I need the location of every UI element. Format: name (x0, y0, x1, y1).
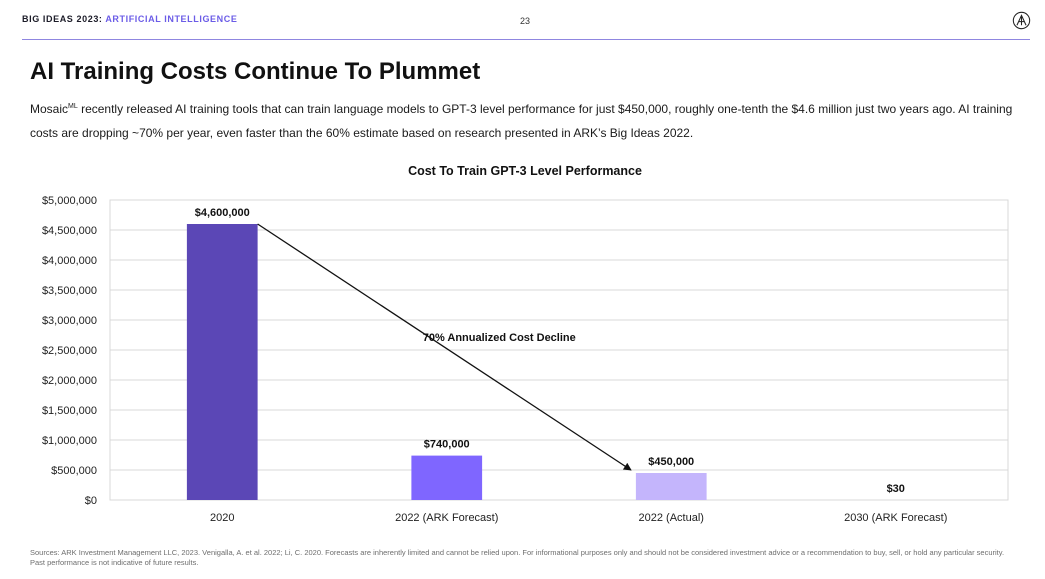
page-number: 23 (520, 16, 531, 26)
header-breadcrumb: BIG IDEAS 2023: ARTIFICIAL INTELLIGENCE (22, 14, 237, 24)
bar (186, 224, 258, 500)
header-section: ARTIFICIAL INTELLIGENCE (105, 14, 238, 24)
y-tick-label: $2,000,000 (42, 375, 97, 387)
y-tick-label: $3,500,000 (42, 285, 97, 297)
data-label: $30 (887, 483, 905, 495)
description-prefix: Mosaic (30, 102, 69, 116)
y-tick-label: $4,000,000 (42, 255, 97, 267)
page-title: AI Training Costs Continue To Plummet (30, 58, 481, 85)
x-tick-label: 2022 (ARK Forecast) (395, 512, 498, 524)
y-tick-label: $4,500,000 (42, 225, 97, 237)
chart-title: Cost To Train GPT-3 Level Performance (408, 164, 642, 178)
y-tick-label: $1,500,000 (42, 405, 97, 417)
decline-arrow (257, 223, 632, 471)
data-label: $4,600,000 (195, 207, 250, 219)
header-brand: BIG IDEAS 2023: (22, 14, 103, 24)
description-body: recently released AI training tools that… (30, 102, 1013, 140)
annotation-text: 70% Annualized Cost Decline (423, 332, 576, 344)
x-tick-label: 2030 (ARK Forecast) (844, 512, 947, 524)
cost-chart: Cost To Train GPT-3 Level Performance $0… (42, 164, 1009, 524)
data-label: $450,000 (648, 456, 694, 468)
y-tick-label: $3,000,000 (42, 315, 97, 327)
bar (411, 455, 483, 500)
y-tick-label: $1,000,000 (42, 435, 97, 447)
x-tick-label: 2020 (210, 512, 234, 524)
plot-area: $0 $500,000 $1,000,000 $1,500,000 $2,000,000… (42, 195, 1009, 524)
x-tick-label: 2022 (Actual) (639, 512, 704, 524)
y-tick-label: $500,000 (51, 465, 97, 477)
page-header: BIG IDEAS 2023: ARTIFICIAL INTELLIGENCE … (22, 11, 1031, 40)
y-tick-label: $0 (85, 495, 97, 507)
bar (635, 473, 707, 500)
sources-footnote: Sources: ARK Investment Management LLC, … (30, 548, 1005, 567)
description-superscript: ML (68, 103, 78, 110)
y-tick-label: $2,500,000 (42, 345, 97, 357)
description-text: MosaicML recently released AI training t… (30, 97, 1020, 145)
ark-logo-icon (1012, 11, 1031, 30)
data-label: $740,000 (424, 439, 470, 451)
y-tick-label: $5,000,000 (42, 195, 97, 207)
